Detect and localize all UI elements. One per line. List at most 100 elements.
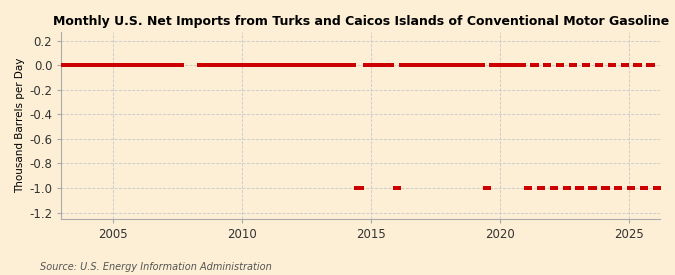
Point	[493, 63, 504, 67]
Point	[103, 63, 114, 67]
Point	[172, 63, 183, 67]
Point	[398, 63, 408, 67]
Point	[308, 63, 319, 67]
Point	[473, 63, 484, 67]
Point	[383, 63, 394, 67]
Point	[305, 63, 316, 67]
Point	[331, 63, 342, 67]
Point	[338, 63, 348, 67]
Point	[340, 63, 350, 67]
Point	[613, 186, 624, 190]
Point	[196, 63, 207, 67]
Point	[641, 186, 651, 190]
Point	[551, 186, 562, 190]
Point	[125, 63, 136, 67]
Point	[516, 63, 527, 67]
Point	[448, 63, 458, 67]
Point	[76, 63, 86, 67]
Point	[101, 63, 112, 67]
Point	[435, 63, 446, 67]
Point	[241, 63, 252, 67]
Point	[408, 63, 419, 67]
Point	[649, 186, 660, 190]
Point	[479, 186, 490, 190]
Point	[301, 63, 312, 67]
Point	[643, 63, 654, 67]
Point	[140, 63, 151, 67]
Point	[454, 63, 464, 67]
Point	[219, 63, 230, 67]
Point	[243, 63, 254, 67]
Point	[615, 186, 626, 190]
Point	[247, 63, 258, 67]
Point	[279, 63, 290, 67]
Point	[292, 63, 303, 67]
Point	[198, 63, 209, 67]
Point	[136, 63, 146, 67]
Point	[606, 63, 617, 67]
Point	[232, 63, 243, 67]
Point	[258, 63, 269, 67]
Point	[424, 63, 435, 67]
Point	[123, 63, 134, 67]
Point	[350, 186, 361, 190]
Point	[62, 63, 73, 67]
Point	[630, 63, 641, 67]
Point	[503, 63, 514, 67]
Point	[647, 63, 658, 67]
Point	[576, 186, 587, 190]
Point	[428, 63, 439, 67]
Point	[651, 186, 662, 190]
Point	[58, 63, 69, 67]
Point	[624, 186, 634, 190]
Point	[548, 186, 559, 190]
Point	[450, 63, 460, 67]
Point	[80, 63, 90, 67]
Point	[146, 63, 157, 67]
Point	[580, 63, 591, 67]
Point	[286, 63, 297, 67]
Point	[277, 63, 288, 67]
Point	[230, 63, 241, 67]
Point	[529, 63, 540, 67]
Point	[200, 63, 211, 67]
Point	[456, 63, 466, 67]
Point	[107, 63, 118, 67]
Point	[458, 63, 469, 67]
Point	[329, 63, 340, 67]
Point	[226, 63, 237, 67]
Point	[372, 63, 383, 67]
Point	[67, 63, 78, 67]
Point	[250, 63, 261, 67]
Point	[654, 186, 665, 190]
Point	[288, 63, 299, 67]
Point	[464, 63, 475, 67]
Point	[486, 63, 497, 67]
Point	[71, 63, 82, 67]
Point	[221, 63, 232, 67]
Point	[524, 186, 535, 190]
Point	[234, 63, 245, 67]
Point	[609, 63, 620, 67]
Point	[604, 63, 615, 67]
Point	[112, 63, 123, 67]
Point	[99, 63, 110, 67]
Point	[537, 186, 548, 190]
Point	[165, 63, 176, 67]
Point	[622, 63, 632, 67]
Point	[134, 63, 144, 67]
Point	[617, 63, 628, 67]
Point	[520, 186, 531, 190]
Point	[333, 63, 344, 67]
Point	[252, 63, 263, 67]
Title: Monthly U.S. Net Imports from Turks and Caicos Islands of Conventional Motor Gas: Monthly U.S. Net Imports from Turks and …	[53, 15, 669, 28]
Point	[522, 186, 533, 190]
Point	[460, 63, 471, 67]
Point	[639, 186, 649, 190]
Point	[566, 63, 576, 67]
Point	[86, 63, 97, 67]
Point	[65, 63, 76, 67]
Point	[477, 63, 488, 67]
Point	[411, 63, 422, 67]
Point	[381, 63, 392, 67]
